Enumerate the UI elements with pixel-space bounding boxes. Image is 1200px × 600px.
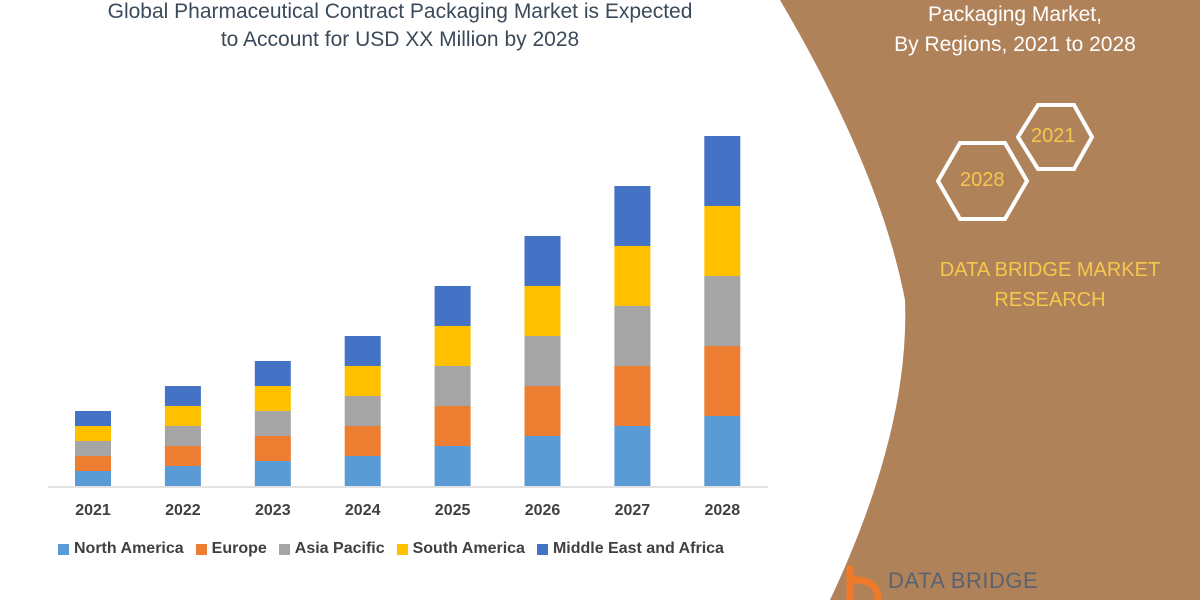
bar-segment-2027-asia-pacific: [614, 306, 651, 366]
x-tick-label: 2024: [344, 502, 381, 519]
bar-segment-2027-middle-east-and-africa: [614, 186, 651, 246]
legend-item: South America: [396, 540, 525, 558]
bar-segment-2023-europe: [254, 436, 291, 461]
bar-segment-2022-asia-pacific: [164, 426, 201, 446]
legend-label: Middle East and Africa: [552, 540, 724, 557]
legend-swatch: [278, 543, 290, 555]
bar-segment-2022-europe: [164, 446, 201, 466]
bar-segment-2025-asia-pacific: [434, 366, 471, 406]
bar-segment-2026-north-america: [524, 436, 561, 486]
bar-segment-2028-south-america: [704, 206, 741, 276]
legend-label: North America: [74, 540, 184, 557]
x-tick-label: 2028: [704, 502, 741, 519]
bar-segment-2026-europe: [524, 386, 561, 436]
x-tick-label: 2021: [75, 502, 111, 519]
brand-line-1: DATA BRIDGE MARKET: [939, 259, 1161, 281]
bar-segment-2021-europe: [75, 456, 111, 471]
logo-text: DATA BRIDGE: [888, 568, 1039, 593]
bar-segment-2024-north-america: [344, 456, 381, 486]
legend-label: South America: [412, 540, 525, 557]
brand-line-2: RESEARCH: [994, 289, 1106, 311]
bar-segment-2021-middle-east-and-africa: [75, 411, 111, 426]
side-title-line-1: Packaging Market,: [928, 3, 1102, 26]
x-tick-label: 2022: [165, 502, 201, 519]
legend-item: Europe: [195, 540, 267, 558]
bar-segment-2023-north-america: [254, 461, 291, 486]
bar-segment-2025-middle-east-and-africa: [434, 286, 471, 326]
bar-segment-2021-north-america: [75, 471, 111, 486]
bar-segment-2024-middle-east-and-africa: [344, 336, 381, 366]
bar-segment-2023-middle-east-and-africa: [254, 361, 291, 386]
bar-segment-2025-europe: [434, 406, 471, 446]
legend: North America Europe Asia Pacific South Ame…: [58, 540, 724, 558]
bar-segment-2022-north-america: [164, 466, 201, 486]
title-line-1: Global Pharmaceutical Contract Packaging…: [107, 0, 693, 23]
bar-segment-2026-middle-east-and-africa: [524, 236, 561, 286]
bar-segment-2028-europe: [704, 346, 741, 416]
side-title: Packaging Market, By Regions, 2021 to 20…: [830, 0, 1200, 60]
legend-swatch: [536, 543, 548, 555]
legend-item: Asia Pacific: [278, 540, 385, 558]
bar-segment-2028-north-america: [704, 416, 741, 486]
side-panel-shape: [780, 0, 1200, 600]
bar-segment-2027-north-america: [614, 426, 651, 486]
x-tick-label: 2027: [614, 502, 651, 519]
brand-text: DATA BRIDGE MARKET RESEARCH: [900, 255, 1200, 315]
bar-segment-2024-europe: [344, 426, 381, 456]
legend-item: North America: [58, 540, 184, 558]
hex-label-2021: 2021: [1031, 125, 1076, 147]
legend-item: Middle East and Africa: [536, 540, 724, 558]
x-tick-label: 2026: [524, 502, 561, 519]
side-title-line-2: By Regions, 2021 to 2028: [894, 33, 1136, 56]
x-tick-label: 2025: [434, 502, 471, 519]
chart-title: Global Pharmaceutical Contract Packaging…: [40, 0, 760, 54]
bar-segment-2024-asia-pacific: [344, 396, 381, 426]
legend-swatch: [396, 543, 408, 555]
bar-segment-2028-middle-east-and-africa: [704, 136, 741, 206]
bar-segment-2023-south-america: [254, 386, 291, 411]
hexagon-2028-icon: [935, 141, 1030, 221]
legend-swatch: [58, 543, 69, 555]
legend-swatch: [195, 543, 207, 555]
hexagon-2021-icon: [1015, 103, 1095, 171]
legend-label: Asia Pacific: [294, 540, 385, 557]
bar-segment-2028-asia-pacific: [704, 276, 741, 346]
bar-segment-2023-asia-pacific: [254, 411, 291, 436]
bar-segment-2026-south-america: [524, 286, 561, 336]
bar-segment-2021-asia-pacific: [75, 441, 111, 456]
title-line-2: to Account for USD XX Million by 2028: [220, 28, 580, 51]
bar-segment-2027-europe: [614, 366, 651, 426]
logo-mark-icon: [846, 566, 882, 600]
hex-label-2028: 2028: [960, 169, 1005, 191]
bar-segment-2025-north-america: [434, 446, 471, 486]
bar-segment-2025-south-america: [434, 326, 471, 366]
bar-segment-2021-south-america: [75, 426, 111, 441]
bar-segment-2026-asia-pacific: [524, 336, 561, 386]
x-tick-label: 2023: [255, 502, 291, 519]
bar-segment-2022-south-america: [164, 406, 201, 426]
bar-segment-2022-middle-east-and-africa: [164, 386, 201, 406]
bar-segment-2027-south-america: [614, 246, 651, 306]
legend-label: Europe: [211, 540, 267, 557]
bar-segment-2024-south-america: [344, 366, 381, 396]
